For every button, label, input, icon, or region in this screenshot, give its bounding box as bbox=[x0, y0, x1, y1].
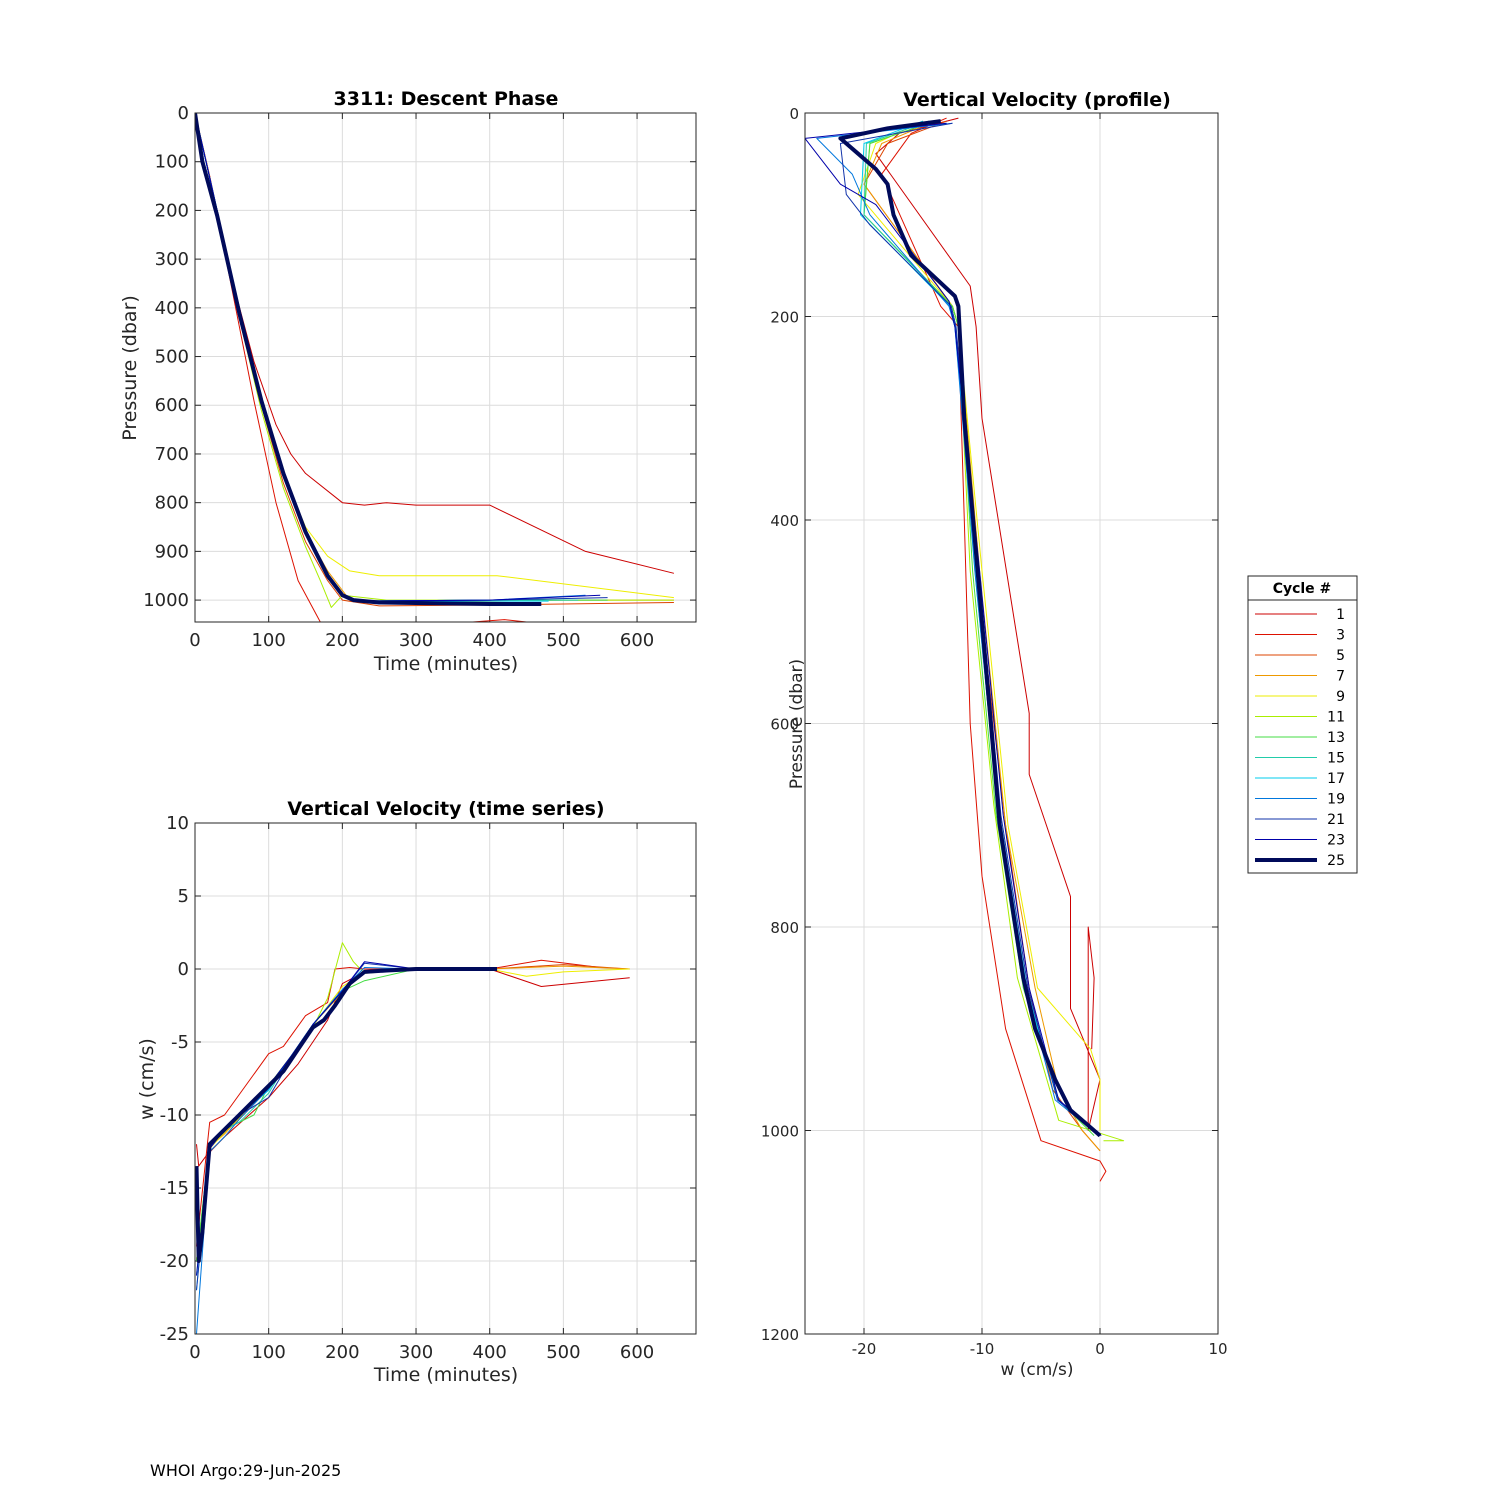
timeseries-x-tick-label: 600 bbox=[620, 1342, 654, 1363]
timeseries-y-tick-label: -20 bbox=[160, 1251, 189, 1272]
descent-series-line-cycle-25 bbox=[195, 113, 542, 606]
timeseries-y-tick-label: -15 bbox=[160, 1178, 189, 1199]
legend-box bbox=[1247, 575, 1358, 874]
descent-y-tick-label: 400 bbox=[155, 298, 189, 319]
profile-axes-frame bbox=[804, 112, 1219, 1335]
descent-x-tick-label: 400 bbox=[473, 630, 507, 651]
descent-y-tick-label: 0 bbox=[178, 103, 189, 124]
profile-y-tick-label: 800 bbox=[770, 919, 799, 937]
legend-label-cycle-15: 15 bbox=[1327, 751, 1345, 767]
profile-y-tick-label: 1000 bbox=[761, 1123, 799, 1141]
legend-label-cycle-3: 3 bbox=[1336, 628, 1345, 644]
legend-label-cycle-23: 23 bbox=[1327, 833, 1345, 849]
timeseries-y-tick-label: -10 bbox=[160, 1105, 189, 1126]
profile-series-line-cycle-1 bbox=[875, 117, 1101, 1131]
timeseries-x-tick-label: 300 bbox=[399, 1342, 433, 1363]
descent-y-tick-label: 600 bbox=[155, 395, 189, 416]
profile-y-tick-label: 200 bbox=[770, 309, 799, 327]
timeseries-y-tick-label: 5 bbox=[178, 886, 189, 907]
timeseries-plot-area bbox=[195, 823, 696, 1334]
descent-series-group bbox=[195, 113, 675, 622]
timeseries-y-tick-label: 0 bbox=[178, 959, 189, 980]
timeseries-y-tick-label: -25 bbox=[160, 1324, 189, 1345]
timeseries-x-tick-label: 200 bbox=[325, 1342, 359, 1363]
timeseries-x-tick-label: 100 bbox=[251, 1342, 285, 1363]
descent-x-tick-label: 100 bbox=[251, 630, 285, 651]
legend-label-cycle-1: 1 bbox=[1336, 607, 1345, 623]
descent-phase-panel: 3311: Descent Phase Time (minutes) Press… bbox=[119, 88, 697, 675]
profile-series-line-cycle-25 bbox=[838, 119, 1102, 1138]
profile-series-line-cycle-9 bbox=[857, 120, 1101, 1131]
descent-y-tick-label: 900 bbox=[155, 541, 189, 562]
profile-series-line-cycle-21 bbox=[839, 122, 1101, 1136]
descent-phase-title: 3311: Descent Phase bbox=[334, 88, 559, 110]
descent-y-tick-label: 500 bbox=[155, 347, 189, 368]
velocity-profile-ylabel: Pressure (dbar) bbox=[787, 659, 807, 789]
timeseries-y-tick-label: -5 bbox=[171, 1032, 189, 1053]
descent-plot-area bbox=[195, 113, 696, 622]
velocity-timeseries-ylabel: w (cm/s) bbox=[136, 1038, 158, 1120]
descent-x-tick-label: 600 bbox=[620, 630, 654, 651]
descent-phase-xlabel: Time (minutes) bbox=[373, 653, 518, 675]
descent-x-tick-label: 0 bbox=[189, 630, 200, 651]
descent-y-tick-label: 300 bbox=[155, 249, 189, 270]
descent-axes-frame bbox=[194, 112, 697, 623]
timeseries-y-tick-label: 10 bbox=[166, 813, 189, 834]
velocity-profile-panel: Vertical Velocity (profile) w (cm/s) Pre… bbox=[761, 89, 1228, 1380]
legend-label-cycle-21: 21 bbox=[1327, 812, 1345, 828]
profile-x-tick-label: 10 bbox=[1208, 1340, 1227, 1358]
legend-label-cycle-17: 17 bbox=[1327, 771, 1345, 787]
legend-label-cycle-7: 7 bbox=[1336, 669, 1345, 685]
footer-credit: WHOI Argo:29-Jun-2025 bbox=[150, 1461, 341, 1480]
timeseries-x-tick-label: 400 bbox=[473, 1342, 507, 1363]
legend-label-cycle-19: 19 bbox=[1327, 792, 1345, 808]
descent-x-tick-label: 500 bbox=[546, 630, 580, 651]
profile-y-tick-label: 1200 bbox=[761, 1326, 799, 1344]
profile-y-tick-label: 0 bbox=[789, 105, 799, 123]
timeseries-x-tick-label: 500 bbox=[546, 1342, 580, 1363]
descent-y-tick-label: 200 bbox=[155, 200, 189, 221]
legend-label-cycle-13: 13 bbox=[1327, 730, 1345, 746]
profile-series-line-cycle-23 bbox=[805, 122, 1102, 1136]
profile-series-group bbox=[805, 117, 1125, 1182]
descent-y-tick-label: 700 bbox=[155, 444, 189, 465]
velocity-timeseries-panel: Vertical Velocity (time series) Time (mi… bbox=[136, 798, 697, 1386]
legend-label-cycle-11: 11 bbox=[1327, 710, 1345, 726]
velocity-profile-title: Vertical Velocity (profile) bbox=[903, 89, 1171, 111]
descent-x-tick-label: 200 bbox=[325, 630, 359, 651]
profile-y-tick-label: 600 bbox=[770, 716, 799, 734]
legend-label-cycle-9: 9 bbox=[1336, 689, 1345, 705]
timeseries-axes-frame bbox=[194, 822, 697, 1335]
descent-y-tick-label: 800 bbox=[155, 493, 189, 514]
timeseries-series-group bbox=[195, 942, 630, 1334]
profile-x-tick-label: -10 bbox=[970, 1340, 995, 1358]
legend-title: Cycle # bbox=[1273, 581, 1332, 597]
timeseries-series-line-cycle-25 bbox=[195, 967, 498, 1263]
descent-y-tick-label: 100 bbox=[155, 152, 189, 173]
profile-x-tick-label: 0 bbox=[1095, 1340, 1105, 1358]
velocity-profile-xlabel: w (cm/s) bbox=[1000, 1360, 1073, 1380]
legend-label-cycle-25: 25 bbox=[1327, 853, 1345, 869]
descent-y-tick-label: 1000 bbox=[143, 590, 189, 611]
profile-y-tick-label: 400 bbox=[770, 512, 799, 530]
velocity-timeseries-xlabel: Time (minutes) bbox=[373, 1364, 518, 1386]
legend-label-cycle-5: 5 bbox=[1336, 648, 1345, 664]
descent-phase-ylabel: Pressure (dbar) bbox=[119, 295, 141, 441]
profile-x-tick-label: -20 bbox=[852, 1340, 877, 1358]
descent-x-tick-label: 300 bbox=[399, 630, 433, 651]
timeseries-x-tick-label: 0 bbox=[189, 1342, 200, 1363]
velocity-timeseries-title: Vertical Velocity (time series) bbox=[287, 798, 604, 820]
